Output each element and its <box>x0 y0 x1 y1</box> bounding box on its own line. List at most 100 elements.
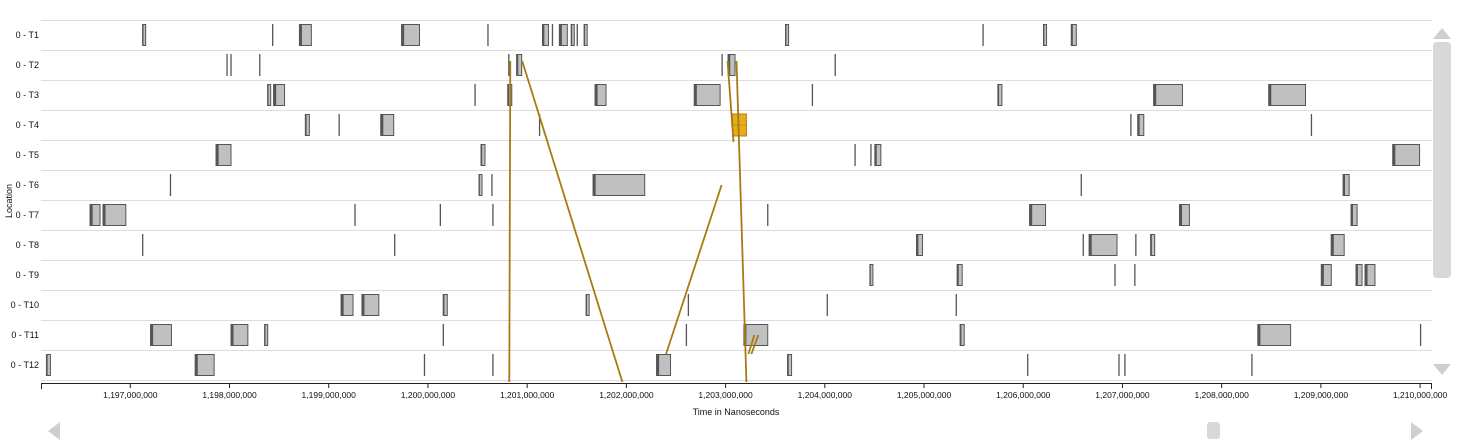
event-region-enter <box>401 24 405 46</box>
event-region <box>1153 84 1183 106</box>
x-tick-label: 1,197,000,000 <box>103 390 158 400</box>
event-region-enter <box>267 84 269 106</box>
x-tick-label: 1,200,000,000 <box>401 390 456 400</box>
location-label: 0 - T10 <box>11 300 39 310</box>
scroll-up-arrow-icon[interactable] <box>1433 28 1451 39</box>
event-region-enter <box>1153 84 1157 106</box>
message-line <box>735 60 748 383</box>
event-region-enter <box>693 84 697 106</box>
scroll-down-arrow-icon[interactable] <box>1433 364 1451 375</box>
event-region-enter <box>507 84 509 106</box>
y-axis-title: Location <box>4 183 14 219</box>
event-region-enter <box>558 24 562 46</box>
event-region-enter <box>956 264 959 286</box>
x-tick-label: 1,208,000,000 <box>1194 390 1249 400</box>
event-region-enter <box>215 144 219 166</box>
event-region-enter <box>478 174 480 196</box>
event-region-enter <box>1179 204 1183 226</box>
location-label: 0 - T12 <box>11 360 39 370</box>
event-region <box>102 204 127 226</box>
x-tick-label: 1,205,000,000 <box>897 390 952 400</box>
event-region-enter <box>997 84 1000 106</box>
x-axis-title: Time in Nanoseconds <box>692 407 780 417</box>
event-region-enter <box>516 54 519 76</box>
event-region-enter <box>1029 204 1033 226</box>
event-region-enter <box>1330 234 1334 256</box>
x-tick-label: 1,203,000,000 <box>698 390 753 400</box>
event-region <box>1268 84 1306 106</box>
event-region-enter <box>727 54 731 76</box>
event-region-enter <box>1355 264 1358 286</box>
event-region-enter <box>1350 204 1353 226</box>
event-region-enter <box>785 24 787 46</box>
x-tick-label: 1,199,000,000 <box>302 390 357 400</box>
location-label: 0 - T2 <box>16 60 39 70</box>
event-region-enter <box>1320 264 1324 286</box>
event-region-enter <box>959 324 962 346</box>
event-region-enter <box>1364 264 1368 286</box>
event-region-enter <box>194 354 198 376</box>
event-region-enter <box>1257 324 1261 346</box>
event-region-enter <box>1043 24 1045 46</box>
event-region-enter <box>592 174 596 196</box>
scroll-right-arrow-icon[interactable] <box>1411 422 1423 440</box>
event-region-enter <box>1137 114 1140 136</box>
event-region-enter <box>304 114 307 136</box>
scroll-left-arrow-icon[interactable] <box>48 422 60 440</box>
x-tick-label: 1,201,000,000 <box>500 390 555 400</box>
message-line <box>750 334 760 355</box>
event-region-enter <box>480 144 483 166</box>
event-region-enter <box>230 324 234 346</box>
message-line <box>521 60 624 383</box>
event-region-enter <box>916 234 919 256</box>
event-region <box>230 324 249 346</box>
location-label: 0 - T6 <box>16 180 39 190</box>
vertical-scroll-thumb[interactable] <box>1433 42 1451 278</box>
location-label: 0 - T11 <box>11 330 39 340</box>
x-tick-label: 1,202,000,000 <box>599 390 654 400</box>
message-line <box>726 60 735 143</box>
x-tick-label: 1,210,000,000 <box>1393 390 1448 400</box>
location-label: 0 - T8 <box>16 240 39 250</box>
x-tick-label: 1,198,000,000 <box>202 390 257 400</box>
event-region-enter <box>542 24 545 46</box>
event-region <box>1257 324 1292 346</box>
event-region-enter <box>1088 234 1092 256</box>
event-region-enter <box>298 24 302 46</box>
event-region-enter <box>874 144 877 166</box>
event-region-enter <box>273 84 277 106</box>
x-tick-label: 1,209,000,000 <box>1294 390 1349 400</box>
event-region-enter <box>102 204 106 226</box>
x-tick-label: 1,207,000,000 <box>1095 390 1150 400</box>
event-region <box>361 294 380 316</box>
location-label: 0 - T5 <box>16 150 39 160</box>
event-region-enter <box>656 354 660 376</box>
location-label: 0 - T1 <box>16 30 39 40</box>
event-region-enter <box>1392 144 1396 166</box>
event-region-enter <box>583 24 586 46</box>
location-label: 0 - T4 <box>16 120 39 130</box>
event-region-enter <box>1268 84 1272 106</box>
event-region-enter <box>142 24 144 46</box>
location-label: 0 - T9 <box>16 270 39 280</box>
event-region-enter <box>570 24 573 46</box>
event-region-enter <box>380 114 384 136</box>
event-region <box>1088 234 1118 256</box>
location-label: 0 - T3 <box>16 90 39 100</box>
event-region <box>592 174 646 196</box>
event-region <box>150 324 172 346</box>
event-region-enter <box>89 204 93 226</box>
event-region-enter <box>442 294 445 316</box>
event-region-enter <box>45 354 48 376</box>
event-region-enter <box>264 324 266 346</box>
message-line <box>665 184 723 355</box>
event-region-enter <box>361 294 365 316</box>
message-line <box>508 60 512 383</box>
x-tick-label: 1,206,000,000 <box>996 390 1051 400</box>
event-region-enter <box>787 354 789 376</box>
event-region-enter <box>585 294 588 316</box>
horizontal-scroll-thumb[interactable] <box>1207 422 1220 439</box>
event-region-enter <box>594 84 598 106</box>
x-tick-label: 1,204,000,000 <box>798 390 853 400</box>
